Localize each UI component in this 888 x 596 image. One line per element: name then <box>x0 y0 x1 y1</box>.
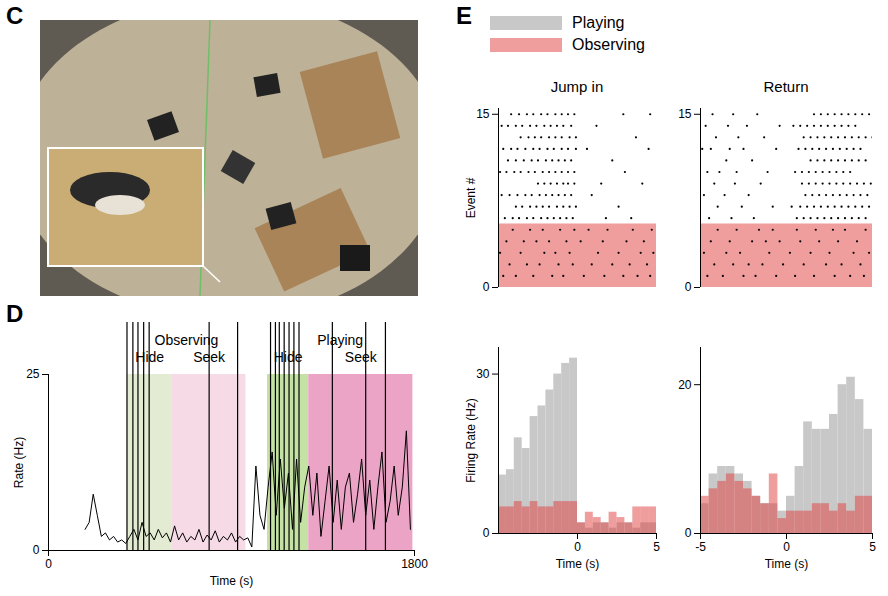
svg-text:25: 25 <box>26 367 40 381</box>
svg-text:1800: 1800 <box>401 557 428 571</box>
svg-text:30: 30 <box>476 367 490 381</box>
svg-text:0: 0 <box>45 557 52 571</box>
html-text:D: D <box>6 300 24 327</box>
svg-text:15: 15 <box>678 107 692 121</box>
html-text:C: C <box>6 2 24 29</box>
svg-text:Rate (Hz): Rate (Hz) <box>12 437 26 488</box>
svg-text:15: 15 <box>476 107 490 121</box>
svg-text:Time (s): Time (s) <box>765 557 809 571</box>
svg-text:20: 20 <box>678 378 692 392</box>
svg-text:0: 0 <box>783 540 790 554</box>
svg-text:0: 0 <box>483 526 490 540</box>
svg-text:0: 0 <box>685 280 692 294</box>
html-text:Playing: Playing <box>572 14 625 31</box>
html-text:Observing: Observing <box>572 36 645 53</box>
svg-text:5: 5 <box>653 540 660 554</box>
svg-text:0: 0 <box>685 526 692 540</box>
html-text:Jump in: Jump in <box>550 78 604 95</box>
svg-text:Hide: Hide <box>274 349 303 365</box>
svg-text:Playing: Playing <box>317 332 363 348</box>
svg-text:0: 0 <box>33 543 40 557</box>
svg-text:-5: -5 <box>695 540 706 554</box>
html-text:E: E <box>456 2 472 29</box>
svg-text:0: 0 <box>483 280 490 294</box>
svg-text:Time (s): Time (s) <box>210 574 254 588</box>
svg-text:Time (s): Time (s) <box>556 557 600 571</box>
html-text:Return: Return <box>763 78 809 95</box>
svg-text:Seek: Seek <box>193 349 226 365</box>
svg-text:Observing: Observing <box>155 332 219 348</box>
svg-text:Seek: Seek <box>345 349 378 365</box>
svg-text:Hide: Hide <box>135 349 164 365</box>
svg-text:5: 5 <box>869 540 876 554</box>
svg-text:0: 0 <box>574 540 581 554</box>
svg-text:Firing Rate (Hz): Firing Rate (Hz) <box>464 398 478 483</box>
svg-text:Event #: Event # <box>464 177 478 218</box>
